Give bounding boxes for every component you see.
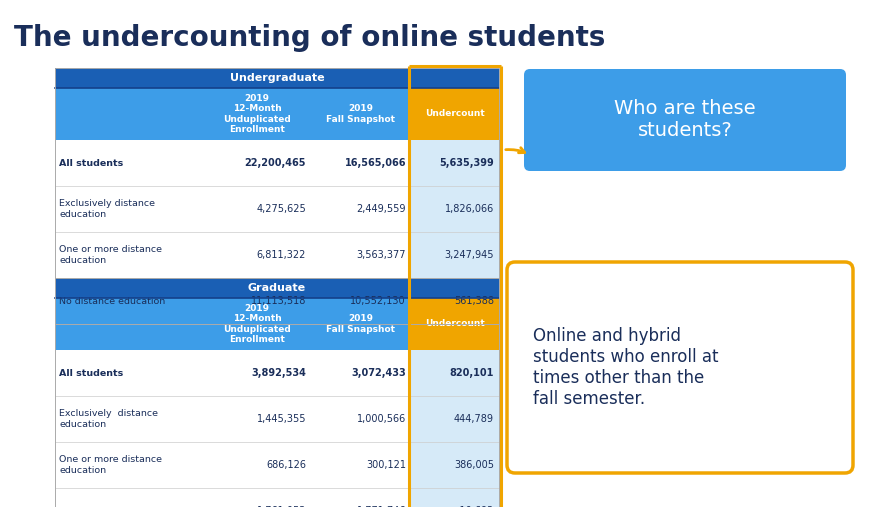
Bar bbox=[55, 68, 499, 324]
Text: Graduate: Graduate bbox=[248, 283, 306, 293]
Bar bbox=[55, 278, 499, 324]
Bar bbox=[411, 232, 499, 278]
Text: 444,789: 444,789 bbox=[454, 414, 494, 424]
Text: Exclusively distance
education: Exclusively distance education bbox=[59, 199, 155, 219]
Text: 686,126: 686,126 bbox=[266, 460, 306, 470]
Text: Who are these
students?: Who are these students? bbox=[614, 99, 756, 140]
Text: 561,388: 561,388 bbox=[454, 296, 494, 306]
Text: 2019
Fall Snapshot: 2019 Fall Snapshot bbox=[327, 104, 395, 124]
Text: 3,563,377: 3,563,377 bbox=[356, 250, 406, 260]
Bar bbox=[411, 350, 499, 396]
Text: Exclusively  distance
education: Exclusively distance education bbox=[59, 409, 158, 429]
Text: 22,200,465: 22,200,465 bbox=[244, 158, 306, 168]
Bar bbox=[55, 350, 499, 396]
FancyBboxPatch shape bbox=[507, 262, 853, 473]
Text: The undercounting of online students: The undercounting of online students bbox=[14, 24, 606, 52]
Text: 1,826,066: 1,826,066 bbox=[445, 204, 494, 214]
Text: 3,072,433: 3,072,433 bbox=[351, 368, 406, 378]
Text: 4,275,625: 4,275,625 bbox=[256, 204, 306, 214]
Text: One or more distance
education: One or more distance education bbox=[59, 245, 162, 265]
Bar bbox=[411, 298, 499, 350]
Bar bbox=[411, 88, 499, 140]
Bar bbox=[55, 278, 499, 507]
Text: One or more distance
education: One or more distance education bbox=[59, 455, 162, 475]
Bar bbox=[55, 140, 499, 186]
Bar bbox=[55, 186, 499, 232]
Bar bbox=[411, 488, 499, 507]
Text: 10,552,130: 10,552,130 bbox=[350, 296, 406, 306]
Text: Undergraduate: Undergraduate bbox=[229, 73, 324, 83]
Bar bbox=[55, 298, 499, 350]
Bar bbox=[55, 68, 499, 88]
Text: 3,892,534: 3,892,534 bbox=[251, 368, 306, 378]
Bar bbox=[55, 278, 499, 298]
Text: 5,635,399: 5,635,399 bbox=[439, 158, 494, 168]
Text: 386,005: 386,005 bbox=[454, 460, 494, 470]
Bar bbox=[55, 488, 499, 507]
FancyBboxPatch shape bbox=[524, 69, 846, 171]
Text: No distance education: No distance education bbox=[59, 297, 165, 306]
Text: 3,247,945: 3,247,945 bbox=[445, 250, 494, 260]
Text: All students: All students bbox=[59, 159, 123, 167]
Text: 1,761,053: 1,761,053 bbox=[256, 506, 306, 507]
Text: Online and hybrid
students who enroll at
times other than the
fall semester.: Online and hybrid students who enroll at… bbox=[533, 328, 719, 408]
Text: 1,445,355: 1,445,355 bbox=[256, 414, 306, 424]
Text: 300,121: 300,121 bbox=[366, 460, 406, 470]
Text: -10,693: -10,693 bbox=[457, 506, 494, 507]
Bar bbox=[55, 396, 499, 442]
Text: 820,101: 820,101 bbox=[449, 368, 494, 378]
Bar bbox=[55, 232, 499, 278]
Text: 11,113,518: 11,113,518 bbox=[250, 296, 306, 306]
Text: 2019
12-Month
Unduplicated
Enrollment: 2019 12-Month Unduplicated Enrollment bbox=[223, 94, 291, 134]
Bar bbox=[411, 186, 499, 232]
Text: 6,811,322: 6,811,322 bbox=[256, 250, 306, 260]
Bar bbox=[411, 442, 499, 488]
Bar bbox=[55, 88, 499, 140]
Bar bbox=[411, 396, 499, 442]
Text: All students: All students bbox=[59, 369, 123, 378]
Text: 1,771,746: 1,771,746 bbox=[356, 506, 406, 507]
Text: 2019
Fall Snapshot: 2019 Fall Snapshot bbox=[327, 314, 395, 334]
Text: 2019
12-Month
Unduplicated
Enrollment: 2019 12-Month Unduplicated Enrollment bbox=[223, 304, 291, 344]
Text: 1,000,566: 1,000,566 bbox=[357, 414, 406, 424]
Text: Undercount: Undercount bbox=[425, 110, 485, 119]
Bar bbox=[55, 442, 499, 488]
Text: 2,449,559: 2,449,559 bbox=[356, 204, 406, 214]
Text: Undercount: Undercount bbox=[425, 319, 485, 329]
Text: 16,565,066: 16,565,066 bbox=[344, 158, 406, 168]
Bar bbox=[411, 140, 499, 186]
Bar bbox=[411, 278, 499, 324]
